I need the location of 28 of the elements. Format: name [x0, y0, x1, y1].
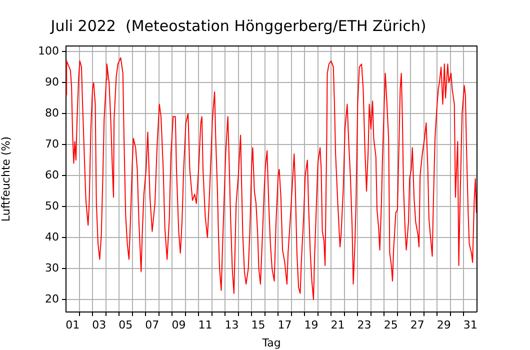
y-tick-label: 80: [45, 106, 59, 120]
y-tick-label: 70: [45, 137, 59, 150]
y-tick-label: 50: [45, 199, 59, 212]
x-tick-label: 23: [357, 318, 372, 332]
x-tick-label: 15: [251, 318, 266, 332]
x-tick-label: 17: [278, 318, 292, 332]
x-tick-label: 11: [198, 318, 212, 332]
y-tick-label: 100: [38, 44, 59, 58]
x-tick-label: 19: [304, 318, 318, 332]
x-tick-label: 29: [436, 318, 451, 332]
chart-title: Juli 2022 (Meteostation Hönggerberg/ETH Zürich): [50, 16, 426, 35]
y-axis-title: Luftfeuchte (%): [0, 136, 12, 222]
y-tick-label: 30: [45, 261, 59, 274]
x-tick-label: 27: [410, 318, 424, 332]
x-tick-label: 01: [66, 318, 80, 332]
x-tick-label: 05: [118, 318, 133, 332]
x-tick-label: 13: [224, 318, 239, 332]
x-tick-label: 07: [145, 318, 160, 332]
y-tick-label: 60: [45, 168, 59, 182]
x-axis-title: Tag: [261, 336, 281, 350]
x-tick-label: 25: [384, 318, 398, 332]
y-tick-label: 90: [45, 75, 59, 88]
y-tick-label: 40: [45, 230, 59, 244]
x-tick-label: 03: [92, 318, 106, 332]
y-tick-label: 20: [45, 292, 59, 306]
x-tick-label: 31: [463, 318, 478, 332]
x-tick-label: 21: [330, 318, 345, 332]
x-tick-label: 09: [172, 318, 186, 332]
